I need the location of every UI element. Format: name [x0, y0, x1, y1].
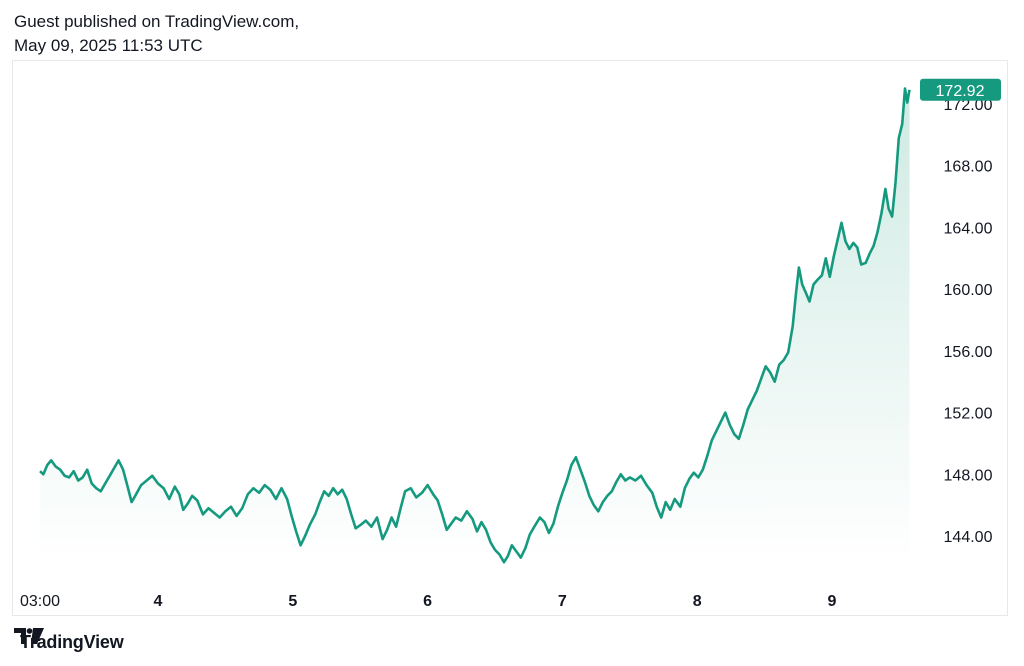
footer-brand[interactable]: TradingView	[14, 628, 124, 656]
x-tick-label: 4	[154, 593, 163, 610]
price-line[interactable]	[39, 87, 911, 564]
price-area-fill	[40, 88, 910, 563]
publish-date: May 09, 2025 11:53 UTC	[14, 36, 203, 55]
brand-name: TradingView	[20, 631, 124, 652]
chart-frame	[12, 60, 1008, 616]
publish-info: Guest published on TradingView.com, May …	[14, 10, 299, 58]
last-price-label: 172.92	[936, 83, 985, 100]
y-tick-label: 172.00	[944, 97, 993, 114]
y-tick-label: 152.00	[944, 406, 993, 423]
y-tick-label: 148.00	[944, 467, 993, 484]
x-tick-label: 8	[693, 593, 702, 610]
y-tick-label: 144.00	[944, 529, 993, 546]
x-tick-label: 03:00	[20, 593, 60, 610]
publish-line: Guest published on TradingView.com,	[14, 12, 300, 31]
last-price-badge	[920, 78, 1001, 101]
y-tick-label: 156.00	[944, 344, 993, 361]
y-tick-label: 168.00	[944, 159, 993, 176]
tradingview-logo-icon	[14, 628, 44, 644]
x-tick-label: 7	[558, 593, 567, 610]
y-tick-label: 164.00	[944, 220, 993, 237]
x-tick-label: 9	[828, 593, 837, 610]
x-tick-label: 5	[288, 593, 297, 610]
x-tick-label: 6	[423, 593, 432, 610]
y-tick-label: 160.00	[944, 282, 993, 299]
